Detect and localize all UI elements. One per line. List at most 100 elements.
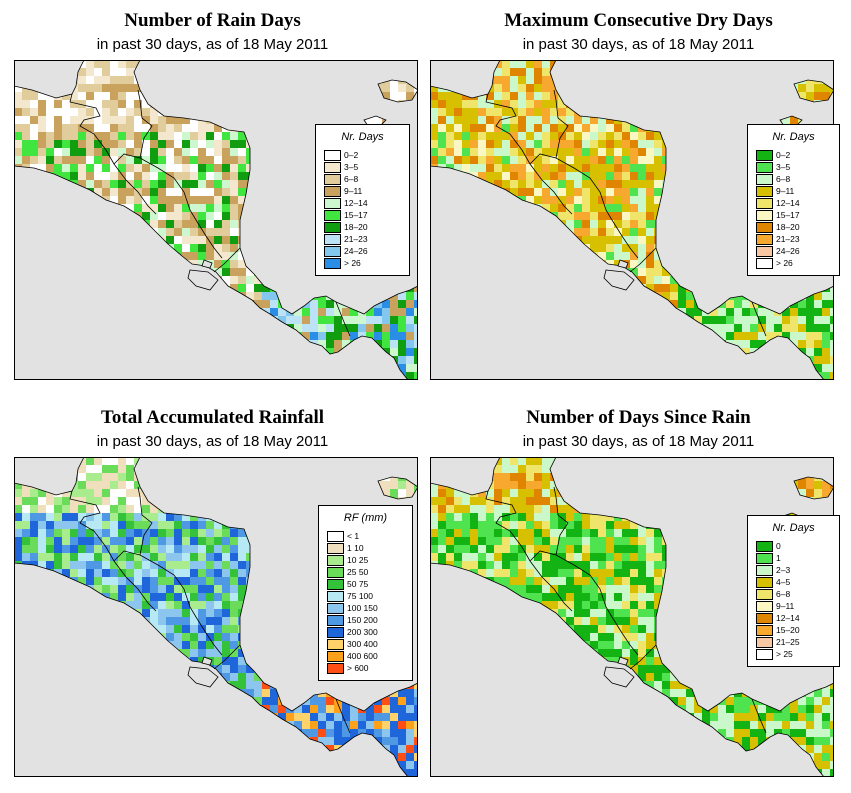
legend-item: 12–14 xyxy=(756,197,831,209)
panel-subtitle: in past 30 days, as of 18 May 2011 xyxy=(522,433,755,450)
legend-label: < 1 xyxy=(347,530,360,541)
legend-swatch xyxy=(324,221,341,233)
legend-swatch xyxy=(756,221,773,233)
country-borders xyxy=(485,486,767,734)
legend-label: 21–23 xyxy=(344,233,368,244)
legend-swatch xyxy=(756,149,773,161)
legend-swatch xyxy=(756,612,773,624)
legend-item: 300 400 xyxy=(327,638,404,650)
legend-item: 75 100 xyxy=(327,590,404,602)
legend-swatch xyxy=(756,564,773,576)
legend-label: > 25 xyxy=(776,648,793,659)
legend-swatch xyxy=(327,662,344,674)
legend-label: 15–17 xyxy=(344,209,368,220)
legend-item: 24–26 xyxy=(324,245,401,257)
legend-item: 150 200 xyxy=(327,614,404,626)
legend-label: > 600 xyxy=(347,662,369,673)
legend-item: 12–14 xyxy=(756,612,831,624)
legend-swatch xyxy=(756,185,773,197)
legend-rows: 0–2 3–5 6–8 9–11 12–14 15–17 18–20 21–23 24–26 > … xyxy=(324,149,401,269)
legend-swatch xyxy=(324,197,341,209)
legend-label: 0–2 xyxy=(776,149,791,160)
legend-label: 0–2 xyxy=(344,149,359,160)
legend-item: 21–25 xyxy=(756,636,831,648)
legend-swatch xyxy=(327,590,344,602)
legend-item: 15–17 xyxy=(324,209,401,221)
legend-item: 6–8 xyxy=(756,173,831,185)
legend-item: 6–8 xyxy=(324,173,401,185)
legend-item: > 26 xyxy=(324,257,401,269)
legend-item: 9–11 xyxy=(324,185,401,197)
legend-label: 21–25 xyxy=(776,636,800,647)
legend-label: 6–8 xyxy=(776,588,791,599)
legend-label: 3–5 xyxy=(776,161,791,172)
legend-swatch xyxy=(324,173,341,185)
legend-swatch xyxy=(324,233,341,245)
legend-label: 50 75 xyxy=(347,578,369,589)
legend-item: 25 50 xyxy=(327,566,404,578)
legend-swatch xyxy=(324,185,341,197)
legend-item: 24–26 xyxy=(756,245,831,257)
country-borders xyxy=(69,89,351,337)
panel-subtitle: in past 30 days, as of 18 May 2011 xyxy=(96,36,329,53)
legend-label: 9–11 xyxy=(344,185,363,196)
legend-days-since-rain: Nr. Days 0 1 2–3 4–5 6–8 9–11 12–14 15–20 21–25 >… xyxy=(747,515,840,667)
legend-item: 1 10 xyxy=(327,542,404,554)
legend-swatch xyxy=(756,552,773,564)
legend-item: < 1 xyxy=(327,530,404,542)
panel-days-since-rain: Number of Days Since Rain in past 30 day… xyxy=(426,397,851,793)
map-canvas xyxy=(14,60,418,380)
legend-item: 21–23 xyxy=(324,233,401,245)
legend-swatch xyxy=(324,209,341,221)
legend-label: 100 150 xyxy=(347,602,378,613)
legend-item: 3–5 xyxy=(324,161,401,173)
legend-item: 6–8 xyxy=(756,588,831,600)
legend-item: 18–20 xyxy=(324,221,401,233)
legend-label: 300 400 xyxy=(347,638,378,649)
legend-label: 18–20 xyxy=(344,221,368,232)
legend-label: 200 300 xyxy=(347,626,378,637)
legend-label: 6–8 xyxy=(776,173,791,184)
legend-swatch xyxy=(756,257,773,269)
legend-item: 0–2 xyxy=(756,149,831,161)
legend-title: RF (mm) xyxy=(343,512,388,524)
legend-label: 21–23 xyxy=(776,233,800,244)
legend-label: 24–26 xyxy=(344,245,368,256)
legend-swatch xyxy=(756,233,773,245)
legend-swatch xyxy=(756,245,773,257)
legend-label: 2–3 xyxy=(776,564,791,575)
legend-title: Nr. Days xyxy=(772,131,815,143)
legend-swatch xyxy=(327,554,344,566)
legend-item: 9–11 xyxy=(756,600,831,612)
legend-label: 25 50 xyxy=(347,566,369,577)
legend-label: 1 xyxy=(776,552,781,563)
legend-swatch xyxy=(327,602,344,614)
legend-item: 0–2 xyxy=(324,149,401,161)
map-frame xyxy=(14,60,418,380)
legend-swatch xyxy=(327,626,344,638)
panel-rain-days: Number of Rain Days in past 30 days, as … xyxy=(0,0,425,396)
legend-label: 9–11 xyxy=(776,600,795,611)
legend-swatch xyxy=(756,648,773,660)
legend-label: > 26 xyxy=(776,257,793,268)
panel-title: Total Accumulated Rainfall xyxy=(100,407,325,428)
legend-title: Nr. Days xyxy=(772,522,815,534)
map-rain-days xyxy=(14,60,418,380)
legend-swatch xyxy=(756,197,773,209)
panel-title: Number of Rain Days xyxy=(124,10,301,31)
legend-label: 10 25 xyxy=(347,554,369,565)
panel-title: Maximum Consecutive Dry Days xyxy=(504,10,773,31)
legend-item: 400 600 xyxy=(327,650,404,662)
legend-label: > 26 xyxy=(344,257,361,268)
legend-item: 0 xyxy=(756,540,831,552)
legend-swatch xyxy=(756,209,773,221)
legend-swatch xyxy=(327,614,344,626)
legend-item: 1 xyxy=(756,552,831,564)
legend-item: 2–3 xyxy=(756,564,831,576)
legend-label: 9–11 xyxy=(776,185,795,196)
legend-label: 0 xyxy=(776,540,781,551)
legend-item: 3–5 xyxy=(756,161,831,173)
legend-item: 15–20 xyxy=(756,624,831,636)
